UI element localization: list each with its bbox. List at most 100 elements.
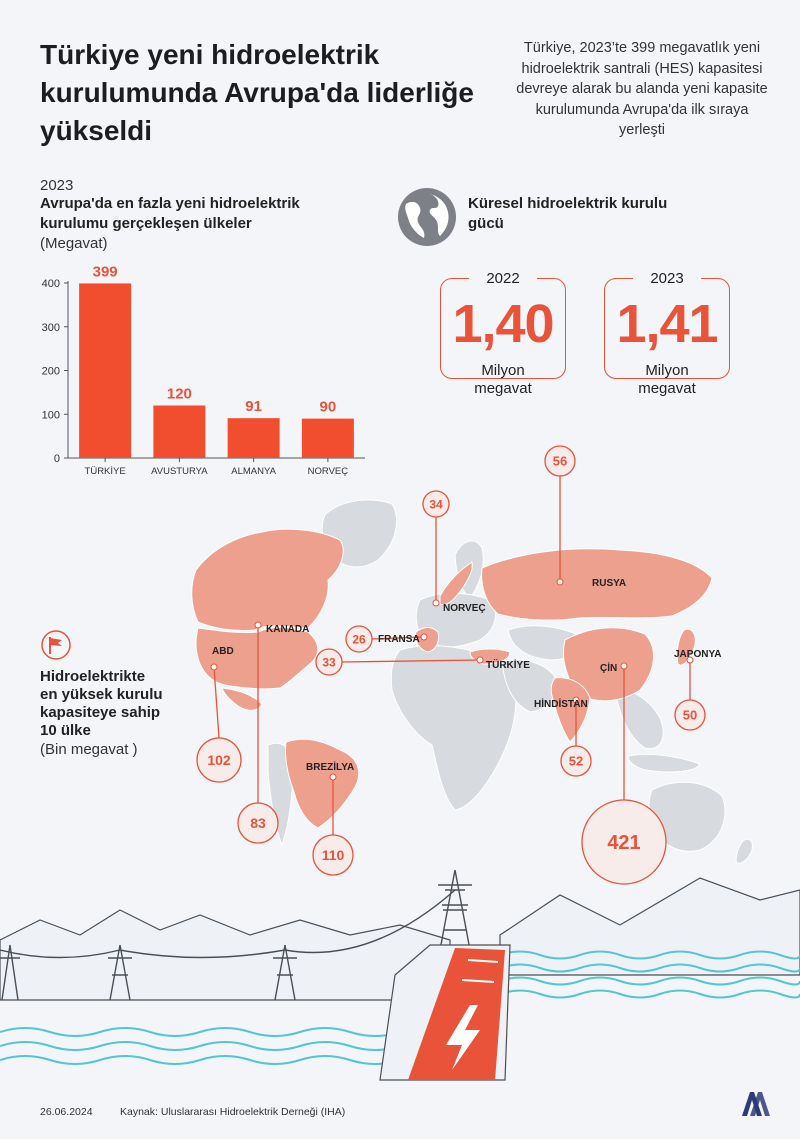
top10-unit: (Bin megavat ) xyxy=(40,741,138,758)
value-bubble-label: 56 xyxy=(553,454,567,469)
callout-dot xyxy=(476,656,484,664)
top10-title-line1: Hidroelektrikte xyxy=(40,668,146,685)
callout-dot xyxy=(420,633,428,641)
value-bubble-label: 110 xyxy=(322,847,345,863)
callout-dot xyxy=(556,578,564,586)
water-waves-left xyxy=(0,1027,401,1065)
callout-dot xyxy=(572,696,580,704)
mountain-shape xyxy=(499,877,800,976)
country-label: JAPONYA xyxy=(674,649,721,660)
value-bubble xyxy=(560,745,592,777)
russia-shape xyxy=(481,548,713,621)
canada-shape xyxy=(191,528,344,631)
footer-date: 26.06.2024 xyxy=(40,1106,93,1118)
y-tick-label: 200 xyxy=(42,366,60,378)
europe-bar-chart: 0 100 200 300 400 399 TÜRKİYE 120 AVUSTURYA 91 ALM… xyxy=(42,263,365,477)
x-tick-label: AVUSTURYA xyxy=(151,466,208,477)
dam-landscape xyxy=(0,869,800,1081)
value-bubble xyxy=(237,802,279,844)
country-label: KANADA xyxy=(266,624,309,635)
mexico-shape xyxy=(221,687,263,711)
india-shape xyxy=(550,677,591,743)
callout-dot xyxy=(329,773,337,781)
stat-value-2022: 1,40 xyxy=(452,294,554,354)
country-label: FRANSA xyxy=(378,634,420,645)
x-tick-label: NORVEÇ xyxy=(308,466,349,477)
value-bubble-label: 50 xyxy=(683,708,697,723)
value-bubble xyxy=(315,648,343,676)
value-bubble xyxy=(674,699,706,731)
country-label: TÜRKİYE xyxy=(486,658,530,671)
brazil-shape xyxy=(285,738,360,829)
stat-unit-2023-line1: Milyon xyxy=(645,362,689,379)
x-tick-label: ALMANYA xyxy=(231,466,276,477)
pylon-shape xyxy=(0,944,20,1001)
indonesia-shape xyxy=(627,753,701,773)
power-line-shape xyxy=(0,889,456,959)
value-bubble-label: 52 xyxy=(569,754,583,769)
europe-chart-title: Avrupa'da en fazla yeni hidroelektrik ku… xyxy=(40,195,300,232)
france-shape xyxy=(415,627,439,653)
value-bubble xyxy=(196,737,242,783)
callout-dot xyxy=(620,662,628,670)
country-label: HİNDİSTAN xyxy=(534,697,588,710)
stat-value-2023: 1,41 xyxy=(616,294,718,354)
pylon-shape xyxy=(273,944,297,1001)
value-bubble-label: 34 xyxy=(429,497,443,511)
y-tick-label: 400 xyxy=(42,278,60,290)
intro-text: Türkiye, 2023’te 399 megavatlık yeni hid… xyxy=(516,40,768,138)
bar xyxy=(227,418,280,458)
globe-icon xyxy=(398,188,456,246)
stat-unit-2022-line1: Milyon xyxy=(481,362,525,379)
value-bubble-label: 33 xyxy=(322,655,336,669)
country-label: ABD xyxy=(212,646,234,657)
footer-source: Kaynak: Uluslararası Hidroelektrik Derne… xyxy=(120,1106,346,1118)
callout-line xyxy=(341,659,481,663)
global-title: Küresel hidroelektrik kurulu gücü xyxy=(468,195,668,232)
value-bubble-label: 26 xyxy=(352,632,366,646)
bar xyxy=(301,418,354,458)
callout-line xyxy=(371,636,425,640)
callout-line xyxy=(213,666,220,739)
value-bubble xyxy=(312,834,354,876)
value-bubble xyxy=(422,490,450,518)
value-bubble-label: 102 xyxy=(207,752,231,768)
water-waves-right xyxy=(499,950,800,999)
y-tick-label: 100 xyxy=(42,409,60,421)
lightning-icon xyxy=(446,1005,480,1070)
europe-unit: (Megavat) xyxy=(40,235,108,252)
value-bubble xyxy=(581,799,667,885)
top10-title-line3: kapasiteye sahip xyxy=(40,704,161,721)
flag-icon xyxy=(41,630,71,660)
y-tick-label: 300 xyxy=(42,322,60,334)
country-label: RUSYA xyxy=(592,578,626,589)
stat-year-2023: 2023 xyxy=(633,270,701,287)
stat-unit-2023-line2: megavat xyxy=(604,379,730,398)
map-highlight-land xyxy=(191,528,713,829)
bar xyxy=(153,405,206,458)
bar xyxy=(79,283,132,458)
x-tick-label: TÜRKİYE xyxy=(85,466,126,477)
callout-dot xyxy=(254,621,262,629)
bar-value-label: 399 xyxy=(93,263,118,280)
japan-shape xyxy=(676,628,696,666)
country-label: ÇİN xyxy=(600,661,617,674)
country-label: NORVEÇ xyxy=(443,603,486,614)
power-towers xyxy=(0,869,472,1001)
value-bubble xyxy=(544,445,576,477)
stat-year-2022: 2022 xyxy=(469,270,537,287)
bar-value-label: 91 xyxy=(245,398,262,415)
europe-year: 2023 xyxy=(40,177,74,194)
dam-structure xyxy=(379,944,511,1081)
mountain-shape xyxy=(0,909,451,1001)
country-label: BREZİLYA xyxy=(306,760,354,773)
map-callouts: 421 ÇİN 110 BREZİLYA 102 ABD 83 KANADA 56 RUSYA 52… xyxy=(196,445,721,885)
callout-dot xyxy=(432,599,440,607)
value-bubble-label: 83 xyxy=(250,815,266,831)
page-title: Türkiye yeni hidroelektrik kurulumunda A… xyxy=(40,39,474,146)
bar-value-label: 120 xyxy=(167,386,192,403)
value-bubble xyxy=(345,625,373,653)
bar-value-label: 90 xyxy=(320,399,337,416)
top10-title-line4: 10 ülke xyxy=(40,722,91,739)
usa-shape xyxy=(195,626,319,690)
